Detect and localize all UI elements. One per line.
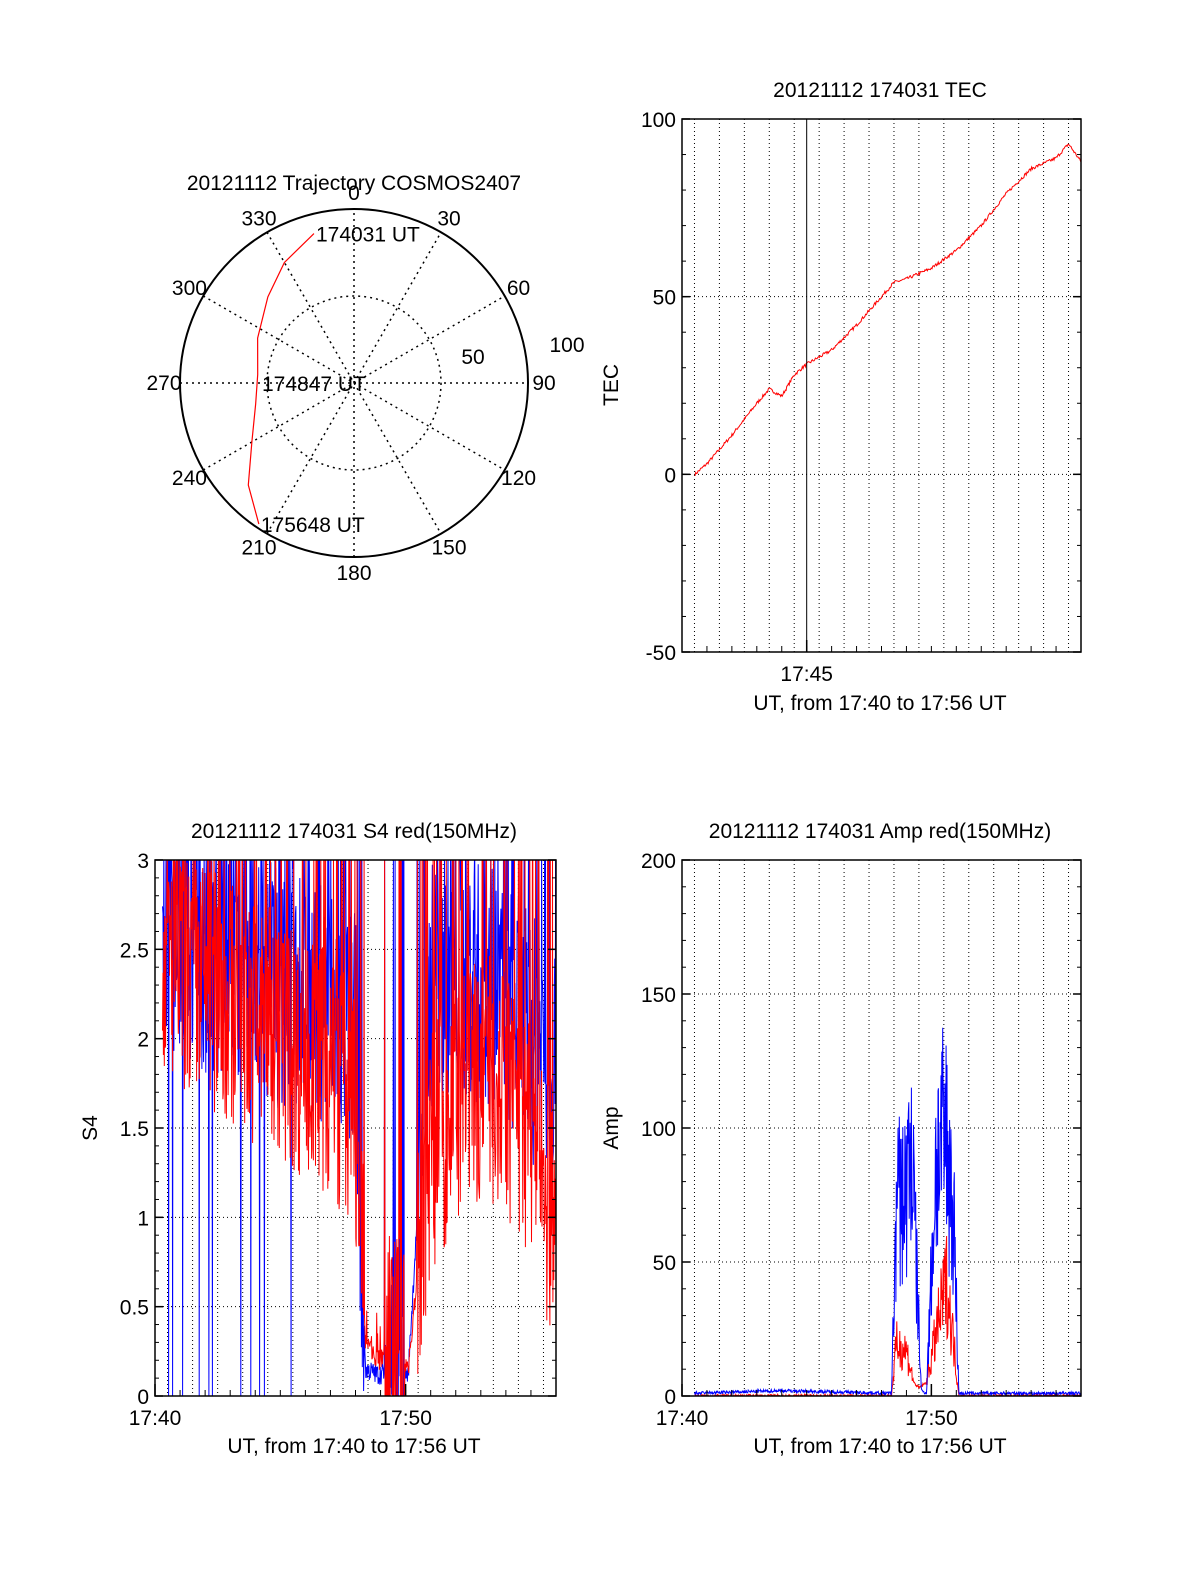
polar-angle-label: 270 bbox=[146, 372, 181, 395]
polar-trajectory-panel: 20121112 Trajectory COSMOS2407 0 30 60 90 12… bbox=[146, 172, 584, 585]
s4-series bbox=[162, 860, 556, 1396]
s4-y-ticks: 0 0.5 1 1.5 2 2.5 3 bbox=[120, 850, 556, 1409]
amp-y-tick-label: 0 bbox=[664, 1386, 676, 1409]
polar-annotation: 175648 UT bbox=[261, 514, 365, 537]
polar-spokes bbox=[180, 209, 528, 557]
s4-ylabel: S4 bbox=[79, 1115, 102, 1141]
amp-y-tick-label: 100 bbox=[641, 1118, 676, 1141]
s4-x-tick-label: 17:50 bbox=[379, 1407, 432, 1430]
amp-series-line-0 bbox=[694, 1235, 1081, 1396]
polar-trajectory-series bbox=[247, 233, 315, 525]
polar-angle-label: 90 bbox=[532, 372, 555, 395]
amp-x-tick-label: 17:40 bbox=[656, 1407, 709, 1430]
s4-y-tick-label: 1.5 bbox=[120, 1118, 149, 1141]
tec-x-tick-label: 17:45 bbox=[780, 663, 833, 686]
polar-angle-label: 30 bbox=[437, 207, 460, 230]
polar-radius-label-100: 100 bbox=[549, 334, 584, 357]
polar-grid-ring bbox=[266, 295, 442, 471]
tec-y-tick-label: 100 bbox=[641, 109, 676, 132]
s4-y-tick-label: 2.5 bbox=[120, 939, 149, 962]
polar-angle-label: 240 bbox=[172, 467, 207, 490]
polar-radius-label-50: 50 bbox=[461, 346, 484, 369]
tec-x-ticks: 17:45 bbox=[681, 119, 1082, 686]
s4-xlabel: UT, from 17:40 to 17:56 UT bbox=[227, 1435, 480, 1458]
amp-y-tick-label: 200 bbox=[641, 850, 676, 873]
polar-angle-label: 300 bbox=[172, 277, 207, 300]
amp-panel: 20121112 174031 Amp red(150MHz) 0 50 100 15… bbox=[600, 820, 1082, 1458]
tec-series-line-0 bbox=[694, 143, 1081, 476]
tec-y-tick-label: -50 bbox=[646, 642, 676, 665]
s4-x-ticks: 17:40 17:50 bbox=[129, 1384, 557, 1430]
s4-panel: 20121112 174031 S4 red(150MHz) 0 0.5 1 1.5 2… bbox=[79, 820, 557, 1458]
polar-spoke-150 bbox=[266, 231, 442, 535]
tec-xlabel: UT, from 17:40 to 17:56 UT bbox=[753, 692, 1006, 715]
amp-xlabel: UT, from 17:40 to 17:56 UT bbox=[753, 1435, 1006, 1458]
s4-y-tick-label: 3 bbox=[137, 850, 149, 873]
amp-series-line-1 bbox=[694, 1027, 1081, 1396]
tec-title: 20121112 174031 TEC bbox=[773, 79, 987, 102]
amp-y-ticks: 0 50 100 150 200 bbox=[641, 850, 1081, 1409]
polar-title: 20121112 Trajectory COSMOS2407 bbox=[187, 172, 521, 195]
amp-ylabel: Amp bbox=[600, 1106, 623, 1149]
polar-angle-label: 150 bbox=[431, 537, 466, 560]
tec-panel: 20121112 174031 TEC -50 0 50 100 17:45 UT, … bbox=[600, 79, 1082, 715]
s4-series-line-0 bbox=[162, 860, 556, 1396]
polar-angle-label: 330 bbox=[241, 207, 276, 230]
amp-x-tick-label: 17:50 bbox=[905, 1407, 958, 1430]
amp-y-tick-label: 50 bbox=[653, 1252, 676, 1275]
polar-annotations: 174031 UT 174847 UT 175648 UT bbox=[261, 224, 420, 537]
polar-angle-label: 210 bbox=[241, 537, 276, 560]
amp-x-ticks: 17:40 17:50 bbox=[656, 1384, 1082, 1430]
polar-angle-label: 120 bbox=[501, 467, 536, 490]
s4-y-tick-label: 2 bbox=[137, 1029, 149, 1052]
tec-y-ticks: -50 0 50 100 bbox=[641, 109, 1081, 665]
s4-y-tick-label: 0.5 bbox=[120, 1297, 149, 1320]
amp-series bbox=[694, 1027, 1081, 1396]
polar-angle-label: 60 bbox=[507, 277, 530, 300]
polar-angle-labels: 0 30 60 90 120 150 180 210 240 270 300 330 bbox=[146, 182, 555, 585]
tec-series bbox=[694, 143, 1081, 476]
polar-angle-label: 0 bbox=[348, 182, 360, 205]
polar-annotation: 174031 UT bbox=[316, 224, 420, 247]
polar-angle-label: 180 bbox=[336, 562, 371, 585]
amp-title: 20121112 174031 Amp red(150MHz) bbox=[709, 820, 1051, 843]
amp-y-tick-label: 150 bbox=[641, 984, 676, 1007]
s4-y-tick-label: 0 bbox=[137, 1386, 149, 1409]
polar-series-line-0 bbox=[247, 233, 315, 525]
tec-y-tick-label: 0 bbox=[664, 464, 676, 487]
s4-x-tick-label: 17:40 bbox=[129, 1407, 182, 1430]
tec-y-tick-label: 50 bbox=[653, 287, 676, 310]
tec-grid bbox=[682, 118, 1081, 653]
s4-title: 20121112 174031 S4 red(150MHz) bbox=[191, 820, 517, 843]
tec-ylabel: TEC bbox=[600, 364, 623, 406]
s4-y-tick-label: 1 bbox=[137, 1207, 149, 1230]
polar-annotation: 174847 UT bbox=[262, 373, 366, 396]
